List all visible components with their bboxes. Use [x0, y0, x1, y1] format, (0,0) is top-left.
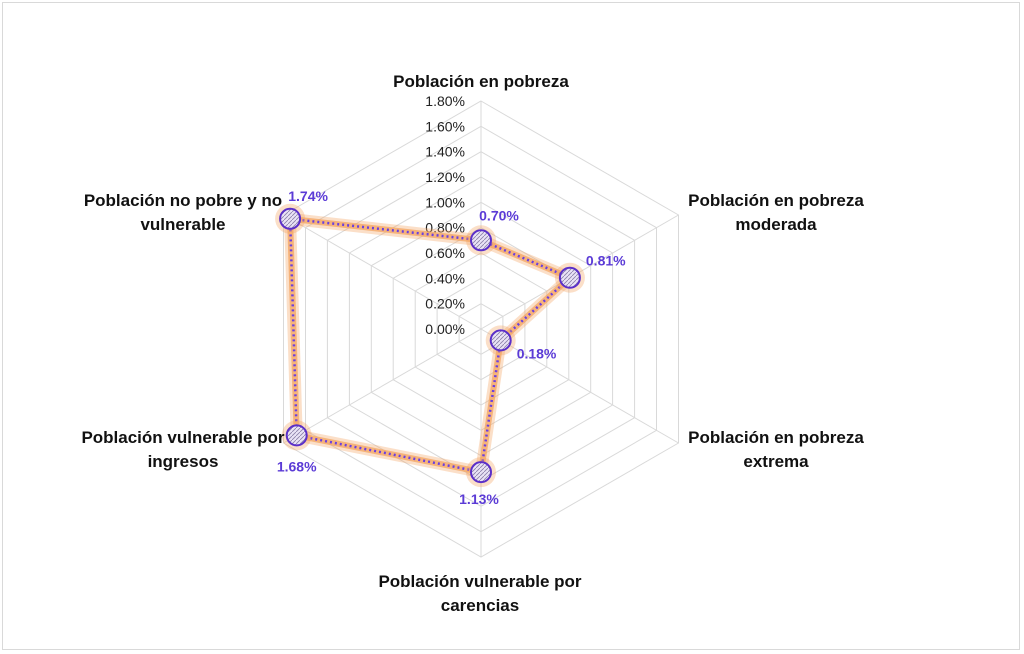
- category-label: Población vulnerable por ingresos: [81, 428, 284, 471]
- category-label: Población en pobreza extrema: [688, 428, 864, 471]
- tick-label: 1.80%: [425, 93, 465, 109]
- spoke-4: [283, 328, 482, 444]
- tick-label: 0.40%: [425, 270, 465, 286]
- data-point: [279, 207, 302, 230]
- data-point: [489, 329, 512, 352]
- category-label: Población en pobreza: [393, 72, 569, 91]
- data-point: [470, 461, 492, 484]
- tick-label: 1.60%: [425, 118, 465, 134]
- category-label: Población en pobreza moderada: [688, 191, 864, 234]
- spoke-2: [480, 328, 679, 444]
- tick-label: 1.20%: [425, 169, 465, 185]
- data-label: 1.13%: [459, 491, 499, 507]
- tick-label: 1.00%: [425, 194, 465, 210]
- data-point: [285, 424, 308, 447]
- tick-label: 1.40%: [425, 144, 465, 160]
- category-label: Población vulnerable por carencias: [378, 572, 581, 615]
- data-point: [470, 229, 492, 252]
- data-label: 0.81%: [586, 253, 626, 269]
- tick-label: 0.60%: [425, 245, 465, 261]
- spoke-1: [480, 214, 679, 330]
- tick-label: 0.20%: [425, 296, 465, 312]
- tick-label: 0.00%: [425, 321, 465, 337]
- axis-labels-layer: Población en pobreza Población en pobreza…: [81, 72, 864, 615]
- data-label: 1.68%: [277, 458, 317, 474]
- data-label: 0.70%: [479, 207, 519, 223]
- tick-labels-layer: 0.00% 0.20% 0.40% 0.60% 0.80% 1.00% 1.20% 1.40%…: [425, 93, 465, 337]
- data-label: 0.18%: [517, 345, 557, 361]
- data-point: [558, 266, 581, 289]
- spoke-5: [283, 214, 482, 330]
- category-label: Población no pobre y no vulnerable: [84, 191, 282, 234]
- grid-layer: [283, 100, 679, 558]
- series-layer: 0.70% 0.81% 0.18% 1.13% 1.68% 1.74%: [275, 188, 626, 507]
- data-label: 1.74%: [288, 188, 328, 204]
- tick-label: 0.80%: [425, 220, 465, 236]
